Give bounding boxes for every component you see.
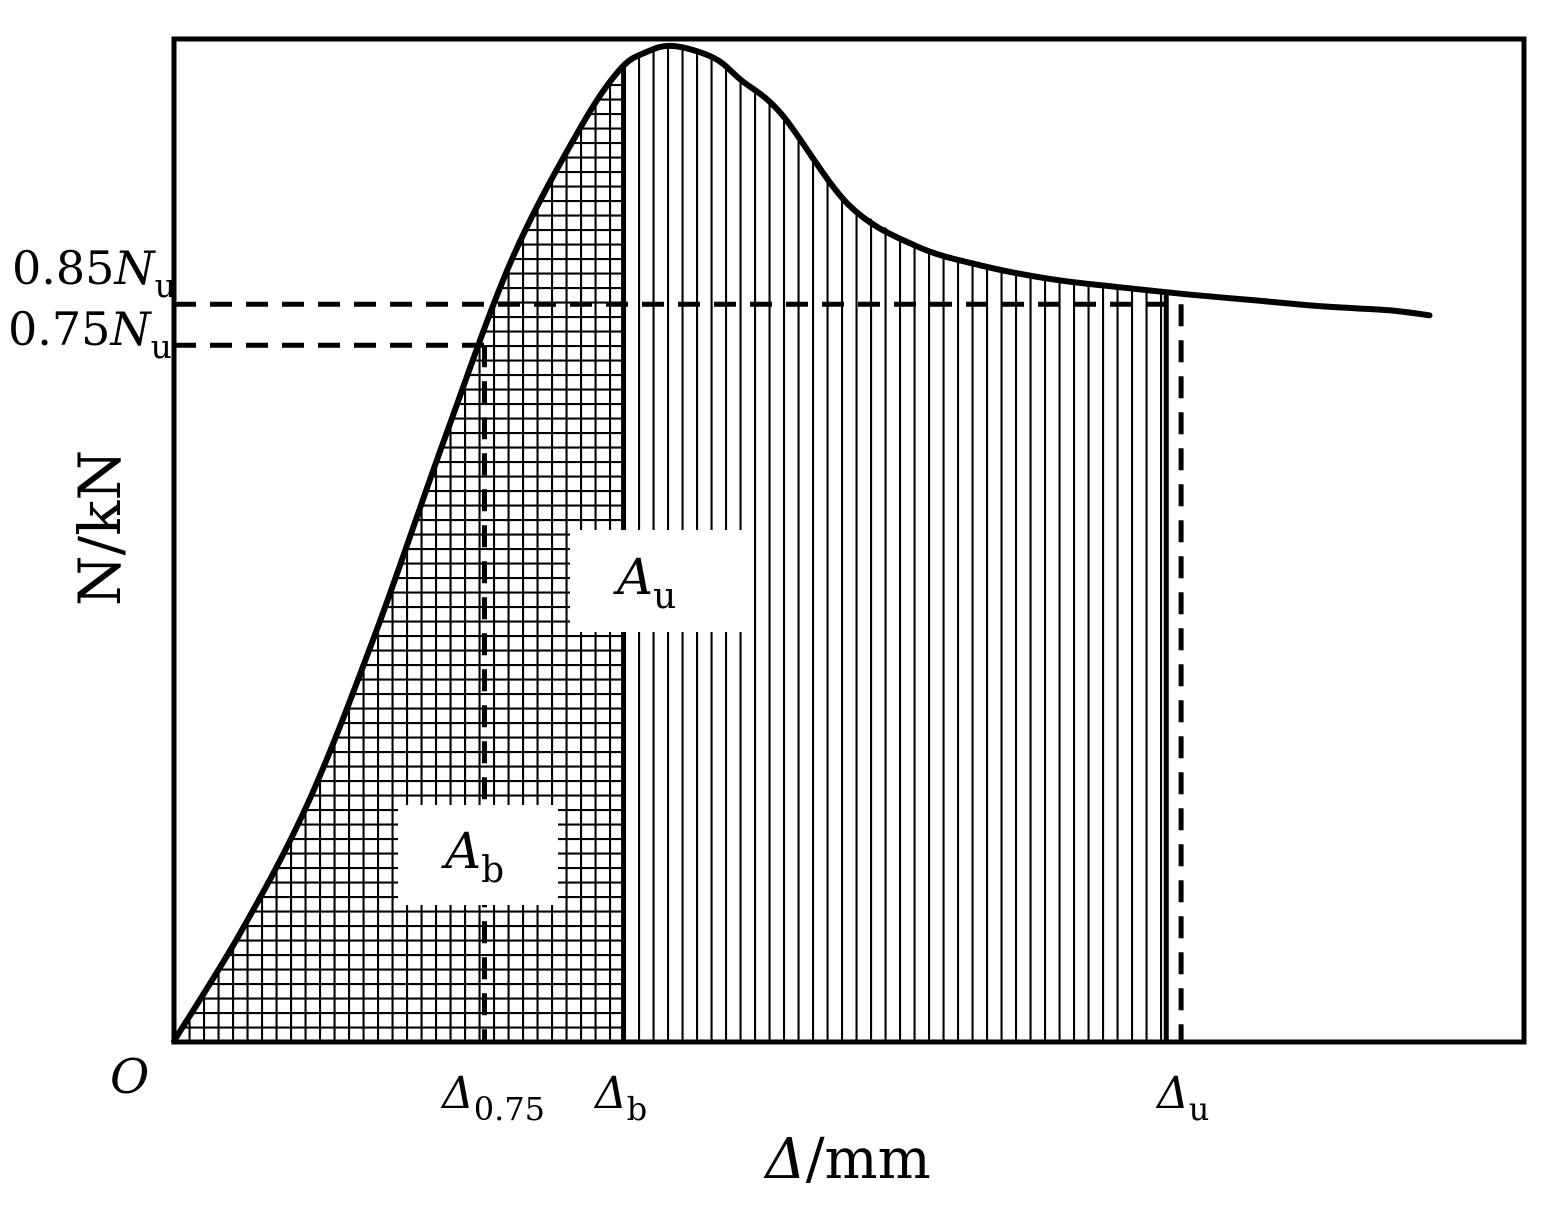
- x-tick-label-delta-b: Δb: [593, 1068, 647, 1128]
- label-box-ab: [398, 805, 558, 905]
- plot-frame: [171, 36, 1527, 1045]
- origin-label: O: [110, 1049, 149, 1105]
- y-ref-label-085nu: 0.85Nu: [12, 241, 176, 305]
- x-tick-label-delta-075: Δ0.75: [440, 1068, 545, 1128]
- load-displacement-curve: [171, 42, 1433, 1044]
- region-label-ab: Ab: [441, 822, 504, 891]
- region-label-au: Au: [613, 548, 676, 617]
- region-au: [623, 47, 1167, 1042]
- x-tick-label-delta-u: Δu: [1155, 1068, 1209, 1128]
- y-ref-label-075nu: 0.75Nu: [8, 302, 172, 366]
- label-box-au: [570, 530, 743, 632]
- region-ab: [174, 67, 624, 1042]
- y-axis-label: N/kN: [66, 450, 134, 606]
- x-axis-label: Δ/mm: [763, 1127, 931, 1192]
